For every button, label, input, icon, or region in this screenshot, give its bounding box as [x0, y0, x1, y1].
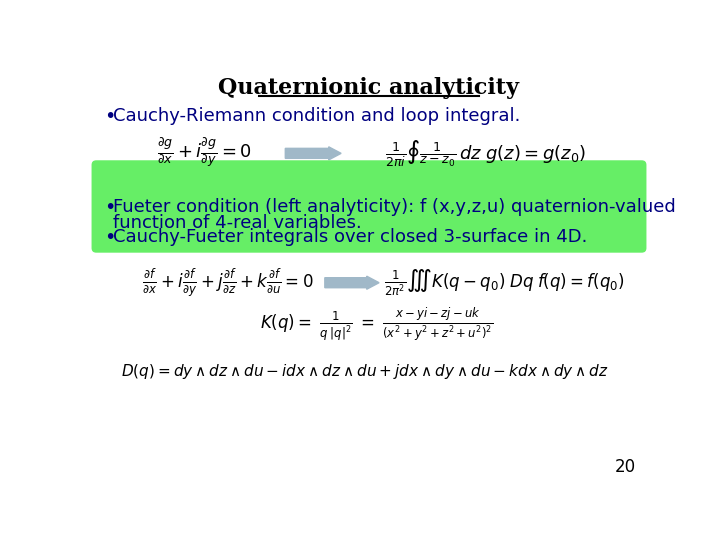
- Text: $\frac{1}{2\pi i}\oint\frac{1}{z-z_0}\,dz\;g(z)=g(z_0)$: $\frac{1}{2\pi i}\oint\frac{1}{z-z_0}\,d…: [384, 138, 586, 168]
- FancyArrow shape: [285, 147, 341, 160]
- Text: Fueter condition (left analyticity): f (x,y,z,u) quaternion-valued: Fueter condition (left analyticity): f (…: [113, 198, 676, 216]
- Text: $\frac{1}{2\pi^2}\iiint K(q-q_0)\;Dq\;f(q)=f(q_0)$: $\frac{1}{2\pi^2}\iiint K(q-q_0)\;Dq\;f(…: [384, 267, 625, 298]
- Text: $\frac{\partial g}{\partial x}+i\frac{\partial g}{\partial y}=0$: $\frac{\partial g}{\partial x}+i\frac{\p…: [157, 137, 252, 170]
- Text: Cauchy-Riemann condition and loop integral.: Cauchy-Riemann condition and loop integr…: [113, 107, 521, 125]
- Text: •: •: [104, 198, 115, 217]
- Text: $\frac{\partial f}{\partial x}+i\frac{\partial f}{\partial y}+j\frac{\partial f}: $\frac{\partial f}{\partial x}+i\frac{\p…: [142, 267, 314, 299]
- Text: $D(q)=dy\wedge dz\wedge du-idx\wedge dz\wedge du+jdx\wedge dy\wedge du-kdx\wedge: $D(q)=dy\wedge dz\wedge du-idx\wedge dz\…: [121, 362, 609, 381]
- FancyArrow shape: [325, 276, 379, 289]
- Text: $K(q){=}\;\frac{1}{q\;|q|^2}\;=\;\frac{x-yi-zj-uk}{(x^2+y^2+z^2+u^2)^2}$: $K(q){=}\;\frac{1}{q\;|q|^2}\;=\;\frac{x…: [260, 307, 493, 343]
- Text: •: •: [104, 107, 115, 126]
- Text: 20: 20: [616, 458, 636, 476]
- FancyBboxPatch shape: [91, 160, 647, 253]
- Text: •: •: [104, 228, 115, 247]
- Text: function of 4-real variables.: function of 4-real variables.: [113, 214, 362, 232]
- Text: Cauchy-Fueter integrals over closed 3-surface in 4D.: Cauchy-Fueter integrals over closed 3-su…: [113, 228, 588, 246]
- Text: Quaternionic analyticity: Quaternionic analyticity: [218, 77, 520, 99]
